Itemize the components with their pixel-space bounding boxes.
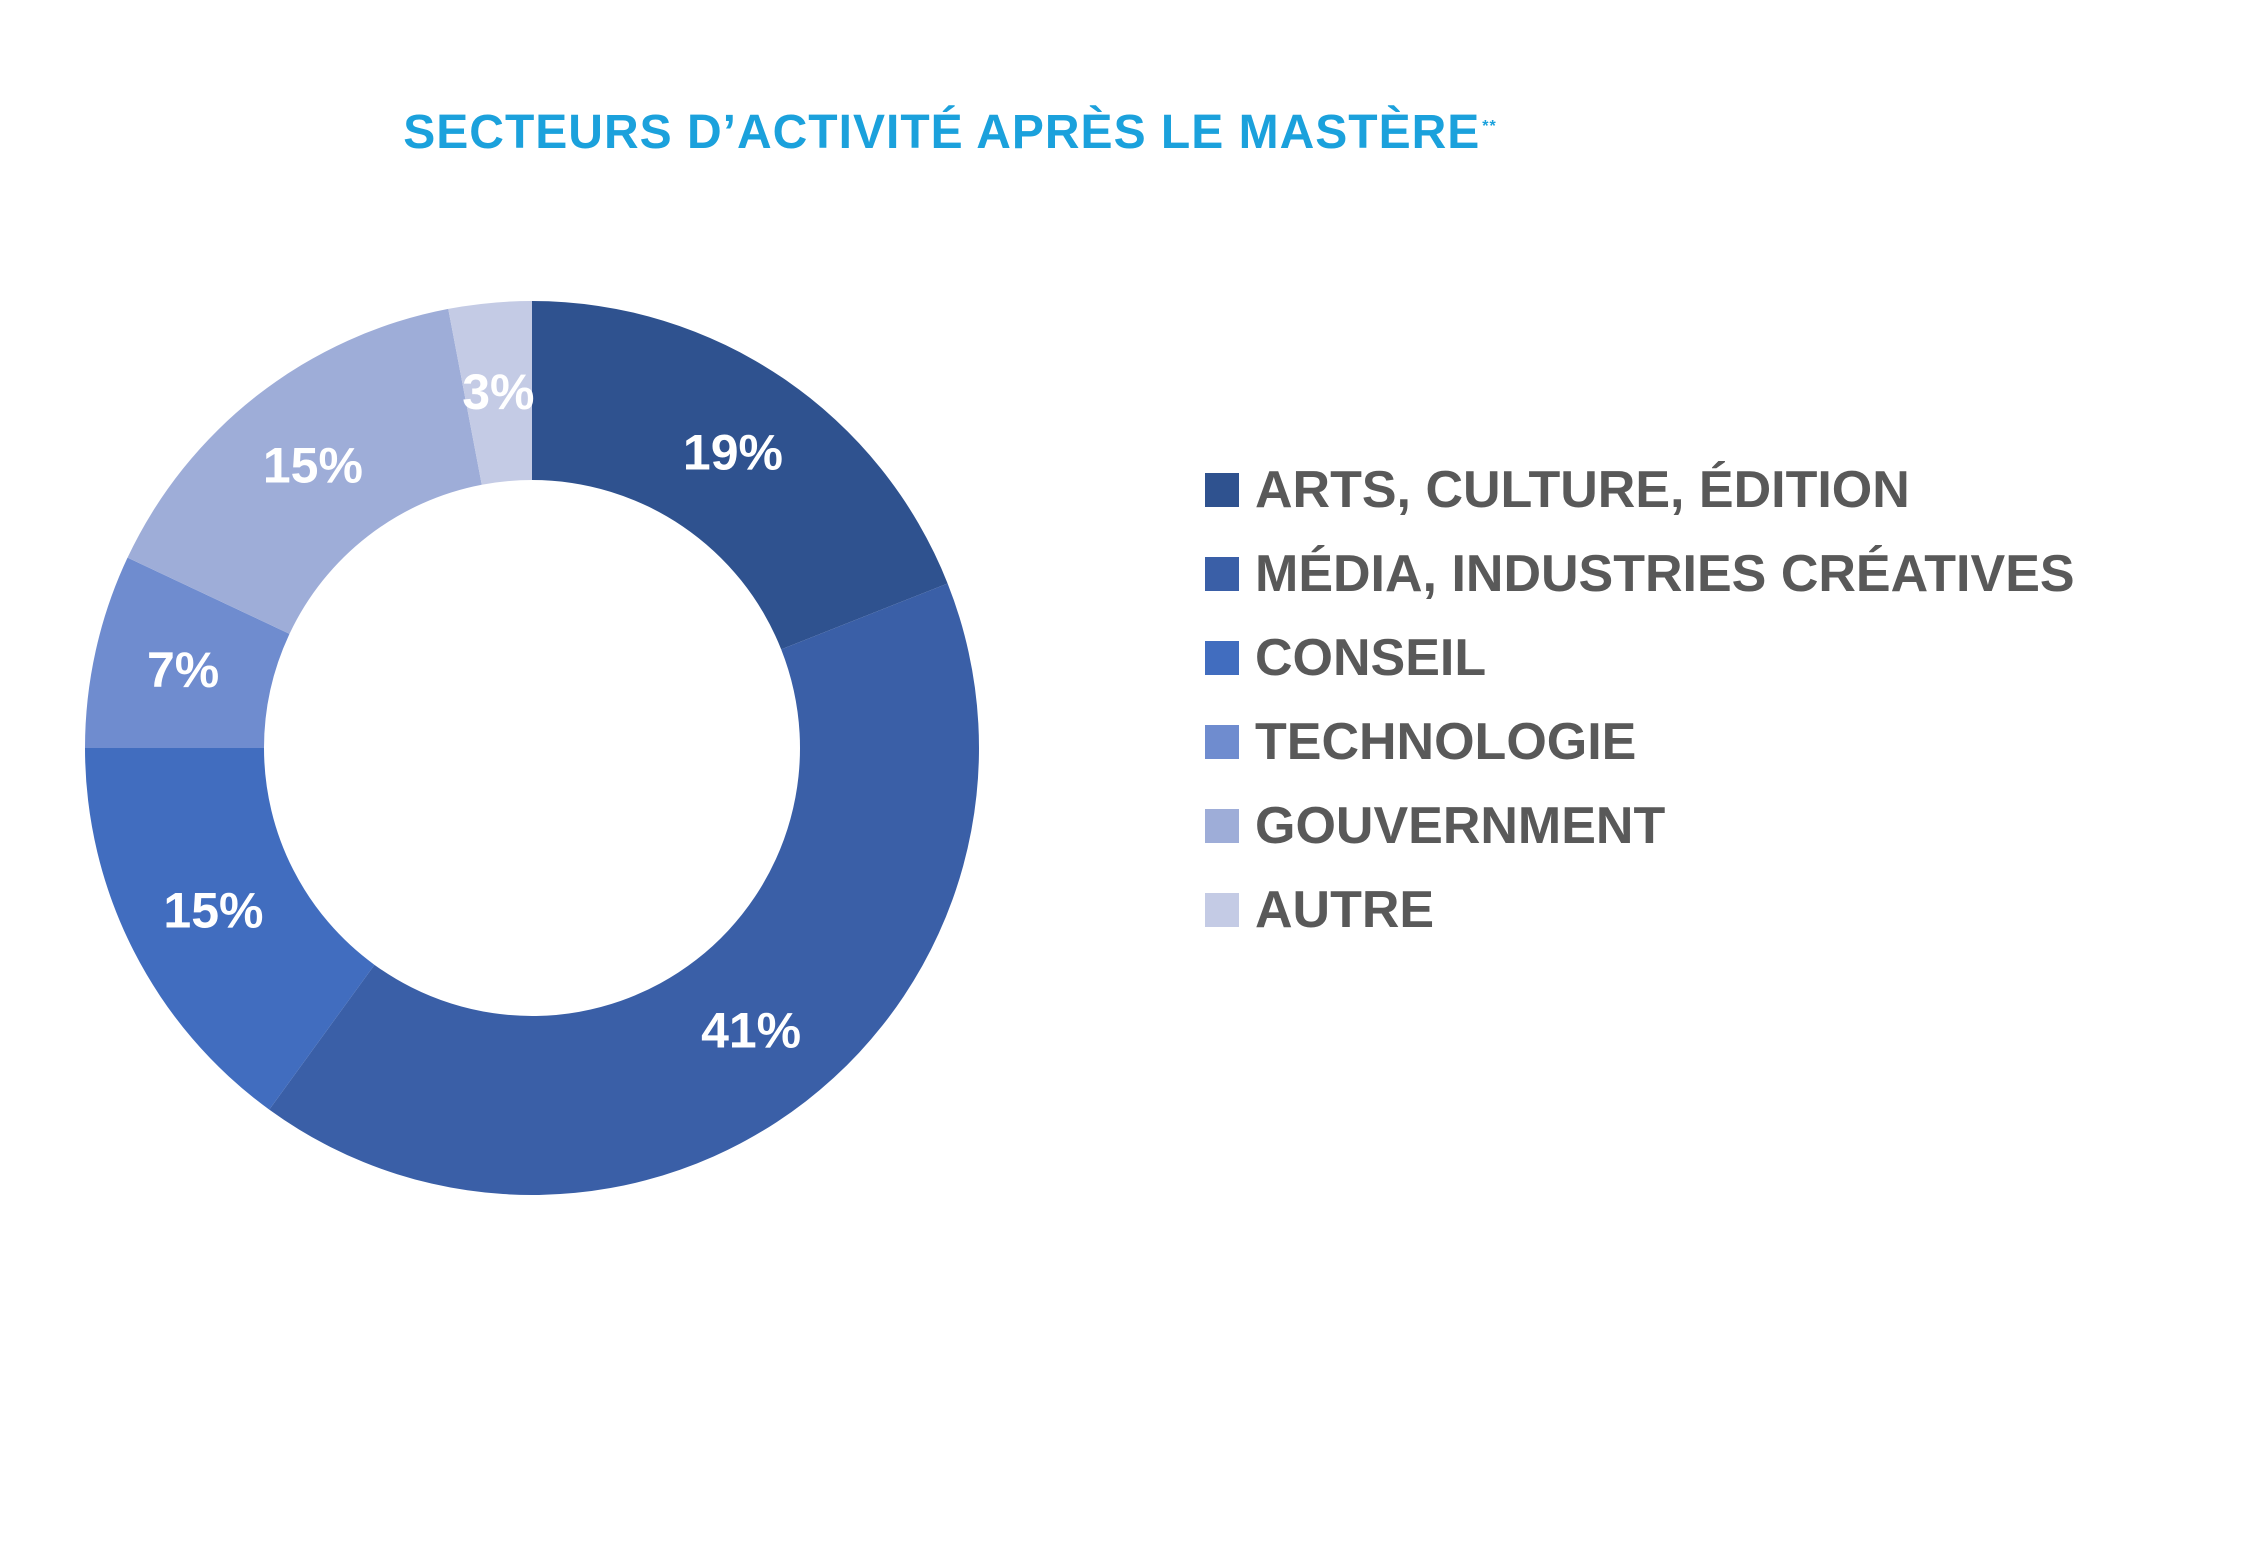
legend-swatch (1205, 557, 1239, 591)
legend-item: CONSEIL (1205, 616, 2075, 700)
donut-slice (127, 308, 482, 634)
donut-slice (85, 748, 375, 1110)
slice-value-label: 41% (701, 1002, 801, 1058)
legend-label: TECHNOLOGIE (1255, 713, 1637, 771)
legend-swatch (1205, 809, 1239, 843)
donut-slice (269, 583, 980, 1196)
donut-value-labels: 19% 41% 15% 7% 15% 3% (147, 364, 801, 1058)
legend-label: CONSEIL (1255, 629, 1487, 687)
donut-slice (448, 301, 532, 485)
chart-title: SECTEURS D’ACTIVITÉ APRÈS LE MASTÈRE ** (0, 105, 1900, 160)
donut-chart: 19% 41% 15% 7% 15% 3% (85, 301, 980, 1196)
slice-value-label: 15% (163, 882, 263, 938)
legend-item: ARTS, CULTURE, ÉDITION (1205, 448, 2075, 532)
slice-value-label: 15% (263, 438, 363, 494)
legend-label: GOUVERNMENT (1255, 797, 1666, 855)
legend-item: GOUVERNMENT (1205, 784, 2075, 868)
donut-slice (532, 301, 948, 650)
donut-slice (85, 557, 290, 748)
legend-swatch (1205, 473, 1239, 507)
slice-value-label: 7% (147, 642, 219, 698)
legend-label: MÉDIA, INDUSTRIES CRÉATIVES (1255, 545, 2075, 603)
legend-swatch (1205, 641, 1239, 675)
legend-label: ARTS, CULTURE, ÉDITION (1255, 461, 1910, 519)
chart-legend: ARTS, CULTURE, ÉDITION MÉDIA, INDUSTRIES … (1205, 448, 2075, 952)
donut-slices (85, 301, 980, 1196)
slice-value-label: 3% (462, 364, 534, 420)
legend-swatch (1205, 725, 1239, 759)
legend-item: TECHNOLOGIE (1205, 700, 2075, 784)
chart-title-text: SECTEURS D’ACTIVITÉ APRÈS LE MASTÈRE (403, 106, 1481, 159)
slice-value-label: 19% (683, 424, 783, 480)
legend-item: AUTRE (1205, 868, 2075, 952)
chart-title-footnote-mark: ** (1482, 118, 1497, 135)
legend-swatch (1205, 893, 1239, 927)
legend-item: MÉDIA, INDUSTRIES CRÉATIVES (1205, 532, 2075, 616)
legend-label: AUTRE (1255, 881, 1435, 939)
